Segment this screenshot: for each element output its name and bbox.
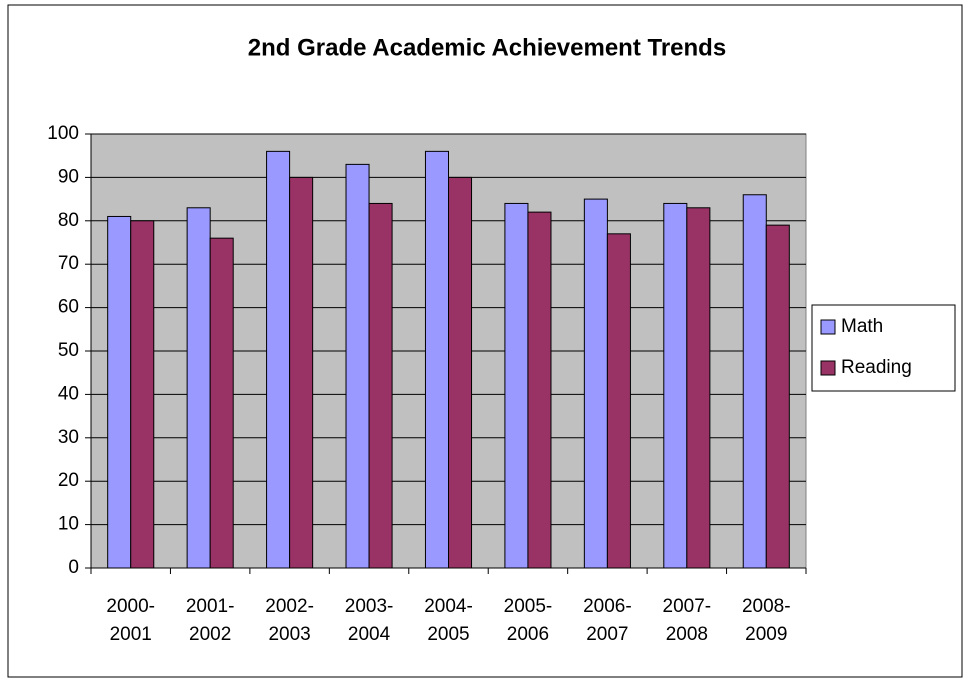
y-tick-label: 30 — [58, 427, 79, 448]
y-tick-label: 20 — [58, 470, 79, 491]
bar — [345, 163, 370, 569]
bar — [424, 150, 450, 569]
legend-swatch — [820, 319, 836, 335]
bar — [583, 198, 608, 569]
bar — [686, 207, 711, 569]
x-tick-label: 2007-2008 — [663, 596, 712, 645]
chart-title: 2nd Grade Academic Achievement Trends — [248, 34, 726, 61]
x-tick-label: 2008-2009 — [742, 596, 791, 645]
bar — [130, 220, 155, 569]
y-tick-label: 60 — [58, 297, 79, 318]
y-tick-label: 80 — [58, 210, 79, 231]
y-tick-label: 70 — [58, 253, 79, 274]
y-tick-label: 40 — [58, 383, 79, 404]
bar — [186, 207, 211, 569]
bar — [504, 202, 529, 569]
bar — [606, 233, 631, 569]
bar — [448, 176, 473, 569]
legend-box — [811, 304, 956, 392]
legend-label: Reading — [841, 357, 912, 378]
y-tick-label: 100 — [47, 123, 79, 144]
x-tick-label: 2001-2002 — [186, 596, 235, 645]
bar — [266, 150, 291, 569]
bar — [663, 202, 688, 569]
y-tick-label: 90 — [58, 166, 79, 187]
bar — [527, 211, 552, 569]
x-tick-label: 2002-2003 — [265, 596, 314, 645]
y-tick-label: 50 — [58, 340, 79, 361]
legend-label: Math — [841, 316, 883, 337]
x-tick-label: 2005-2006 — [504, 596, 553, 645]
y-tick-label: 10 — [58, 514, 79, 535]
y-tick-label: 0 — [68, 557, 79, 578]
bar — [765, 224, 790, 569]
bar — [368, 202, 393, 569]
bar — [289, 176, 314, 569]
bar — [209, 237, 234, 569]
x-tick-label: 2003-2004 — [345, 596, 394, 645]
x-tick-label: 2004-2005 — [424, 596, 473, 645]
bar — [742, 194, 767, 569]
bar — [107, 215, 132, 569]
x-tick-label: 2006-2007 — [583, 596, 632, 645]
legend-swatch — [820, 360, 836, 376]
x-tick-label: 2000-2001 — [106, 596, 155, 645]
